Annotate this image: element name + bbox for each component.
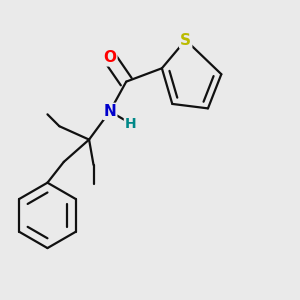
Text: S: S [180,32,191,47]
Text: N: N [103,104,116,119]
Text: H: H [125,116,136,130]
Text: O: O [103,50,116,65]
